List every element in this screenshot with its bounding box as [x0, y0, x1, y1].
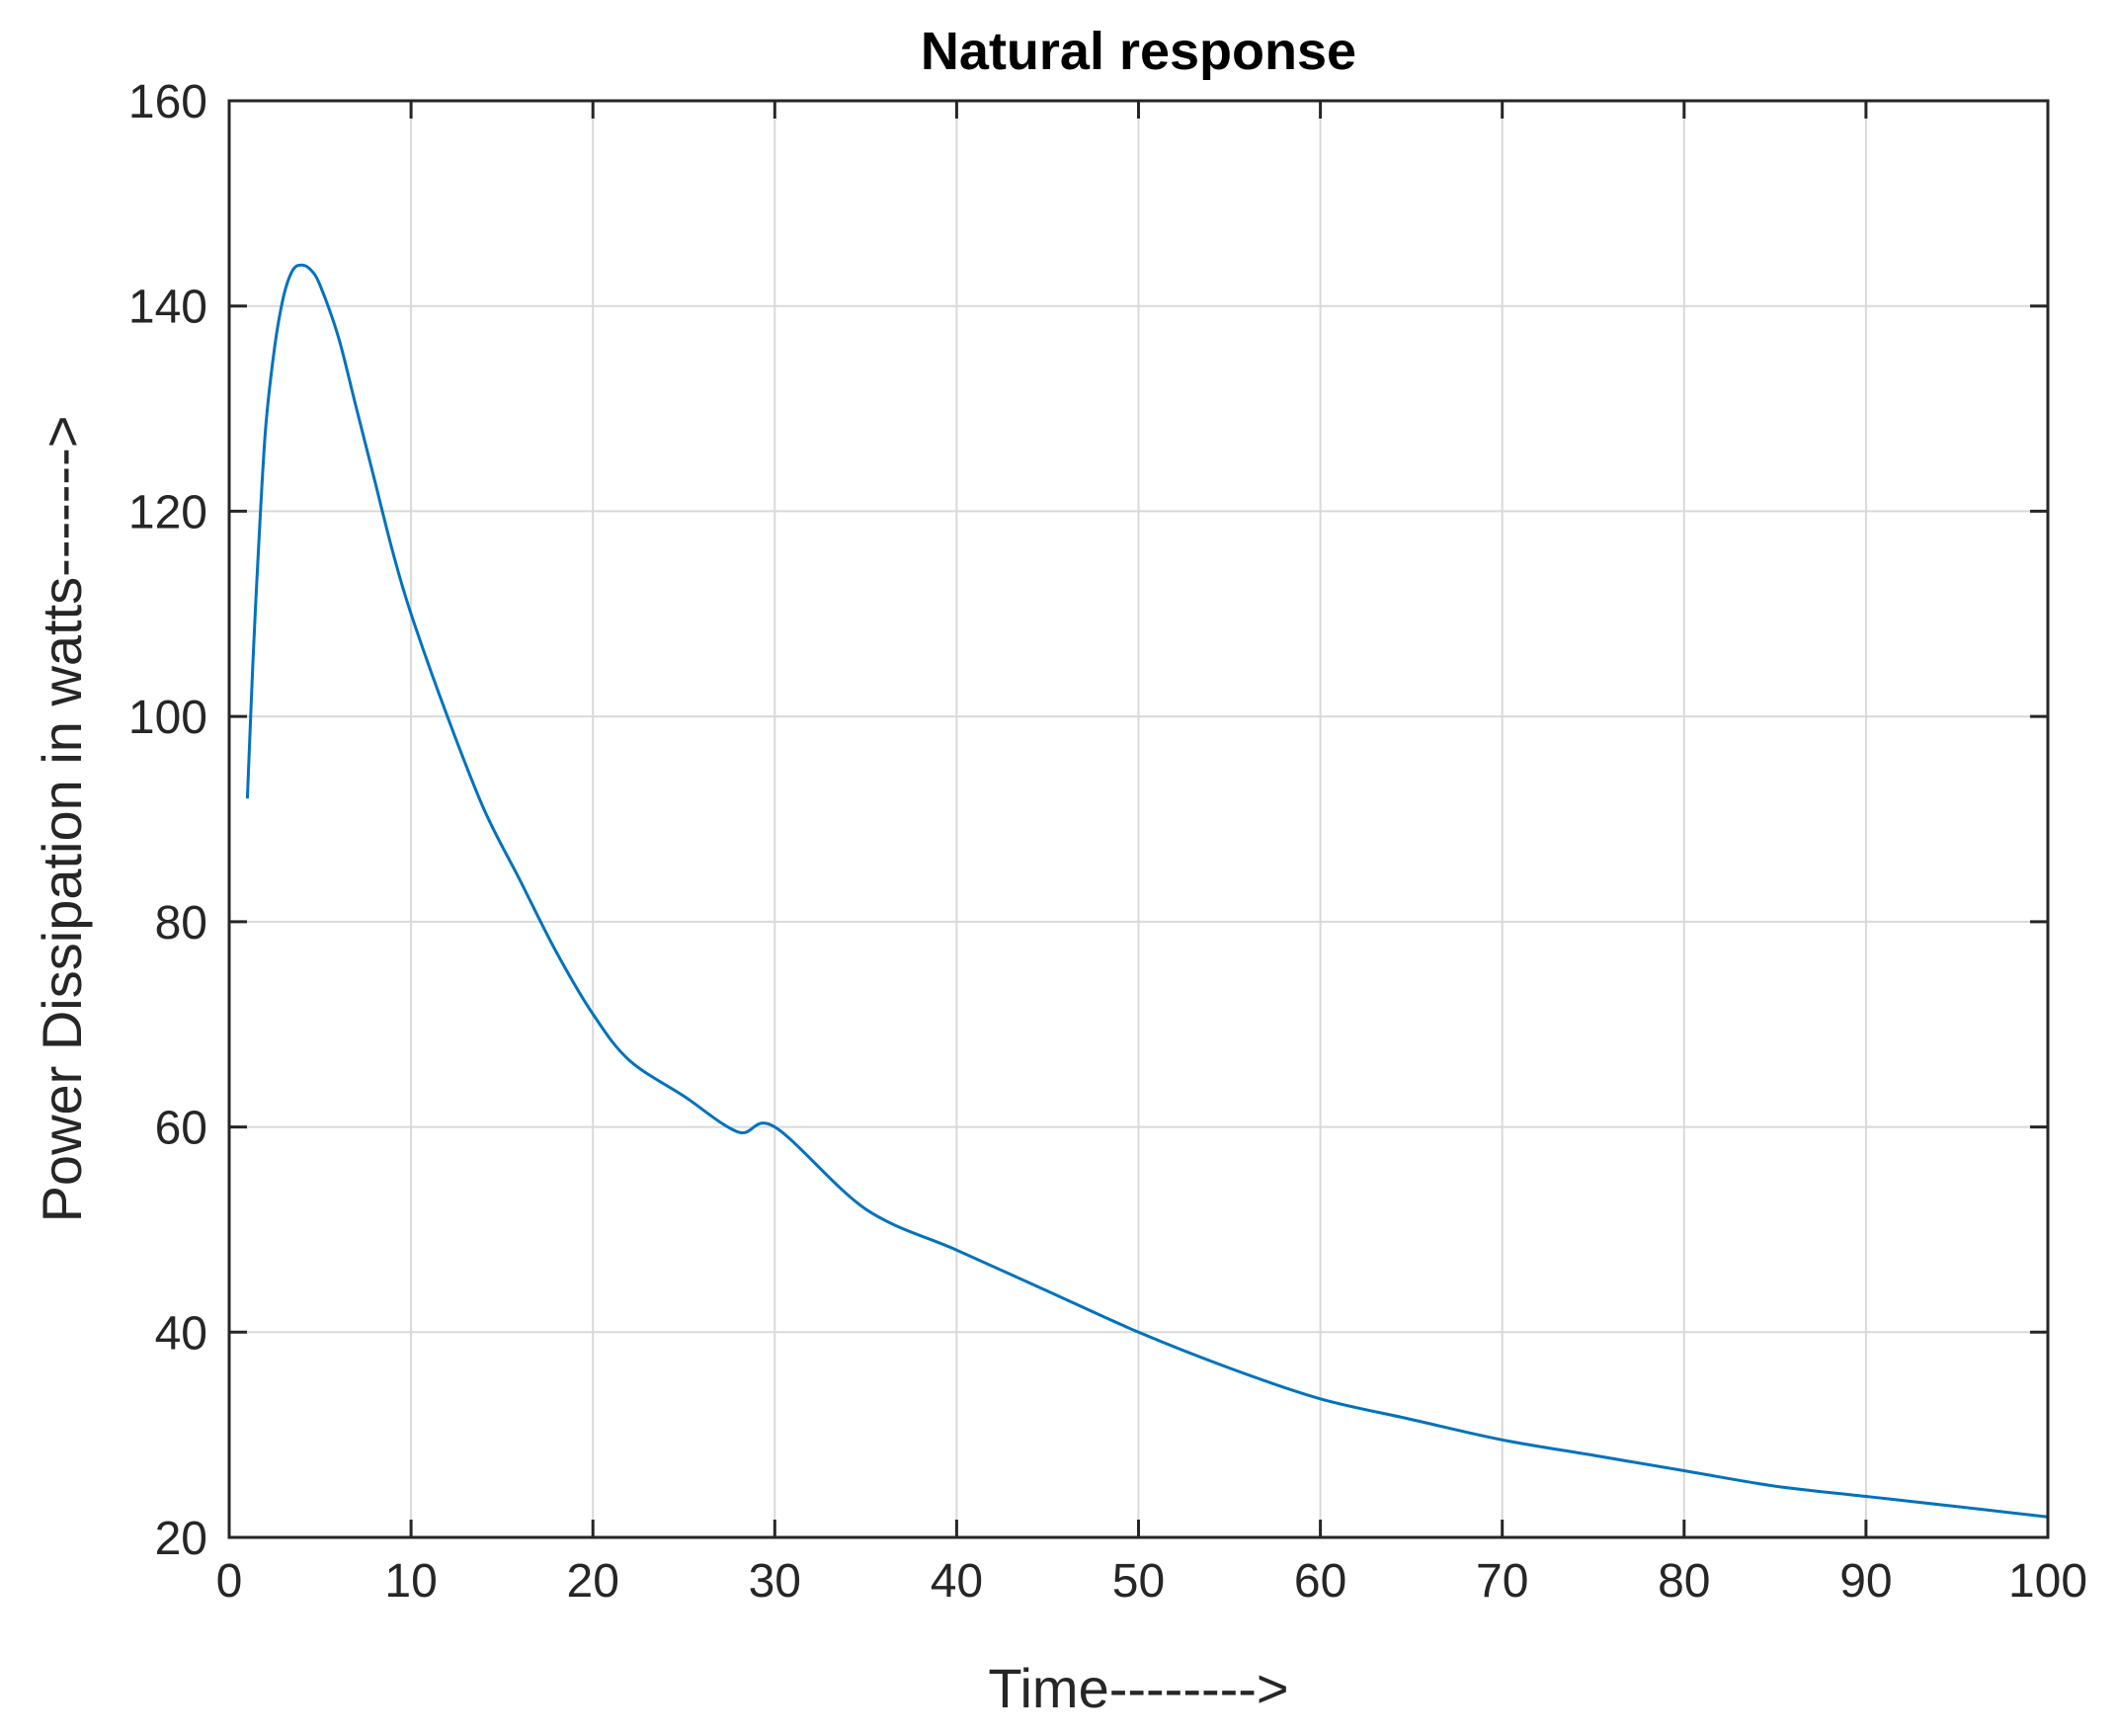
- y-tick-label: 140: [128, 282, 207, 334]
- series-line: [245, 263, 2049, 1519]
- x-tick-label: 100: [2008, 1555, 2087, 1608]
- y-axis-label: Power Dissipation in watts------->: [31, 416, 93, 1223]
- axis-ticks: 0 10 20 30 40 50 60 70 80 90 100 20 40 60 80 100 120 140 1…: [128, 76, 2087, 1608]
- y-tick-label: 100: [128, 692, 207, 744]
- y-tick-label: 120: [128, 486, 207, 538]
- x-tick-label: 20: [567, 1555, 619, 1608]
- x-tick-label: 50: [1112, 1555, 1165, 1608]
- x-tick-label: 0: [216, 1555, 243, 1608]
- y-tick-label: 20: [155, 1513, 207, 1565]
- x-tick-label: 90: [1839, 1555, 1892, 1608]
- y-tick-label: 160: [128, 76, 207, 128]
- y-tick-label: 60: [155, 1103, 207, 1155]
- x-tick-label: 30: [749, 1555, 801, 1608]
- x-tick-label: 10: [384, 1555, 437, 1608]
- x-axis-label: Time-------->: [988, 1657, 1288, 1719]
- y-tick-label: 80: [155, 897, 207, 950]
- series-layer: [245, 263, 2049, 1519]
- x-tick-label: 40: [931, 1555, 983, 1608]
- x-tick-label: 80: [1658, 1555, 1710, 1608]
- x-tick-label: 70: [1476, 1555, 1528, 1608]
- y-tick-label: 40: [155, 1307, 207, 1360]
- x-tick-label: 60: [1294, 1555, 1346, 1608]
- chart-title: Natural response: [921, 22, 1356, 81]
